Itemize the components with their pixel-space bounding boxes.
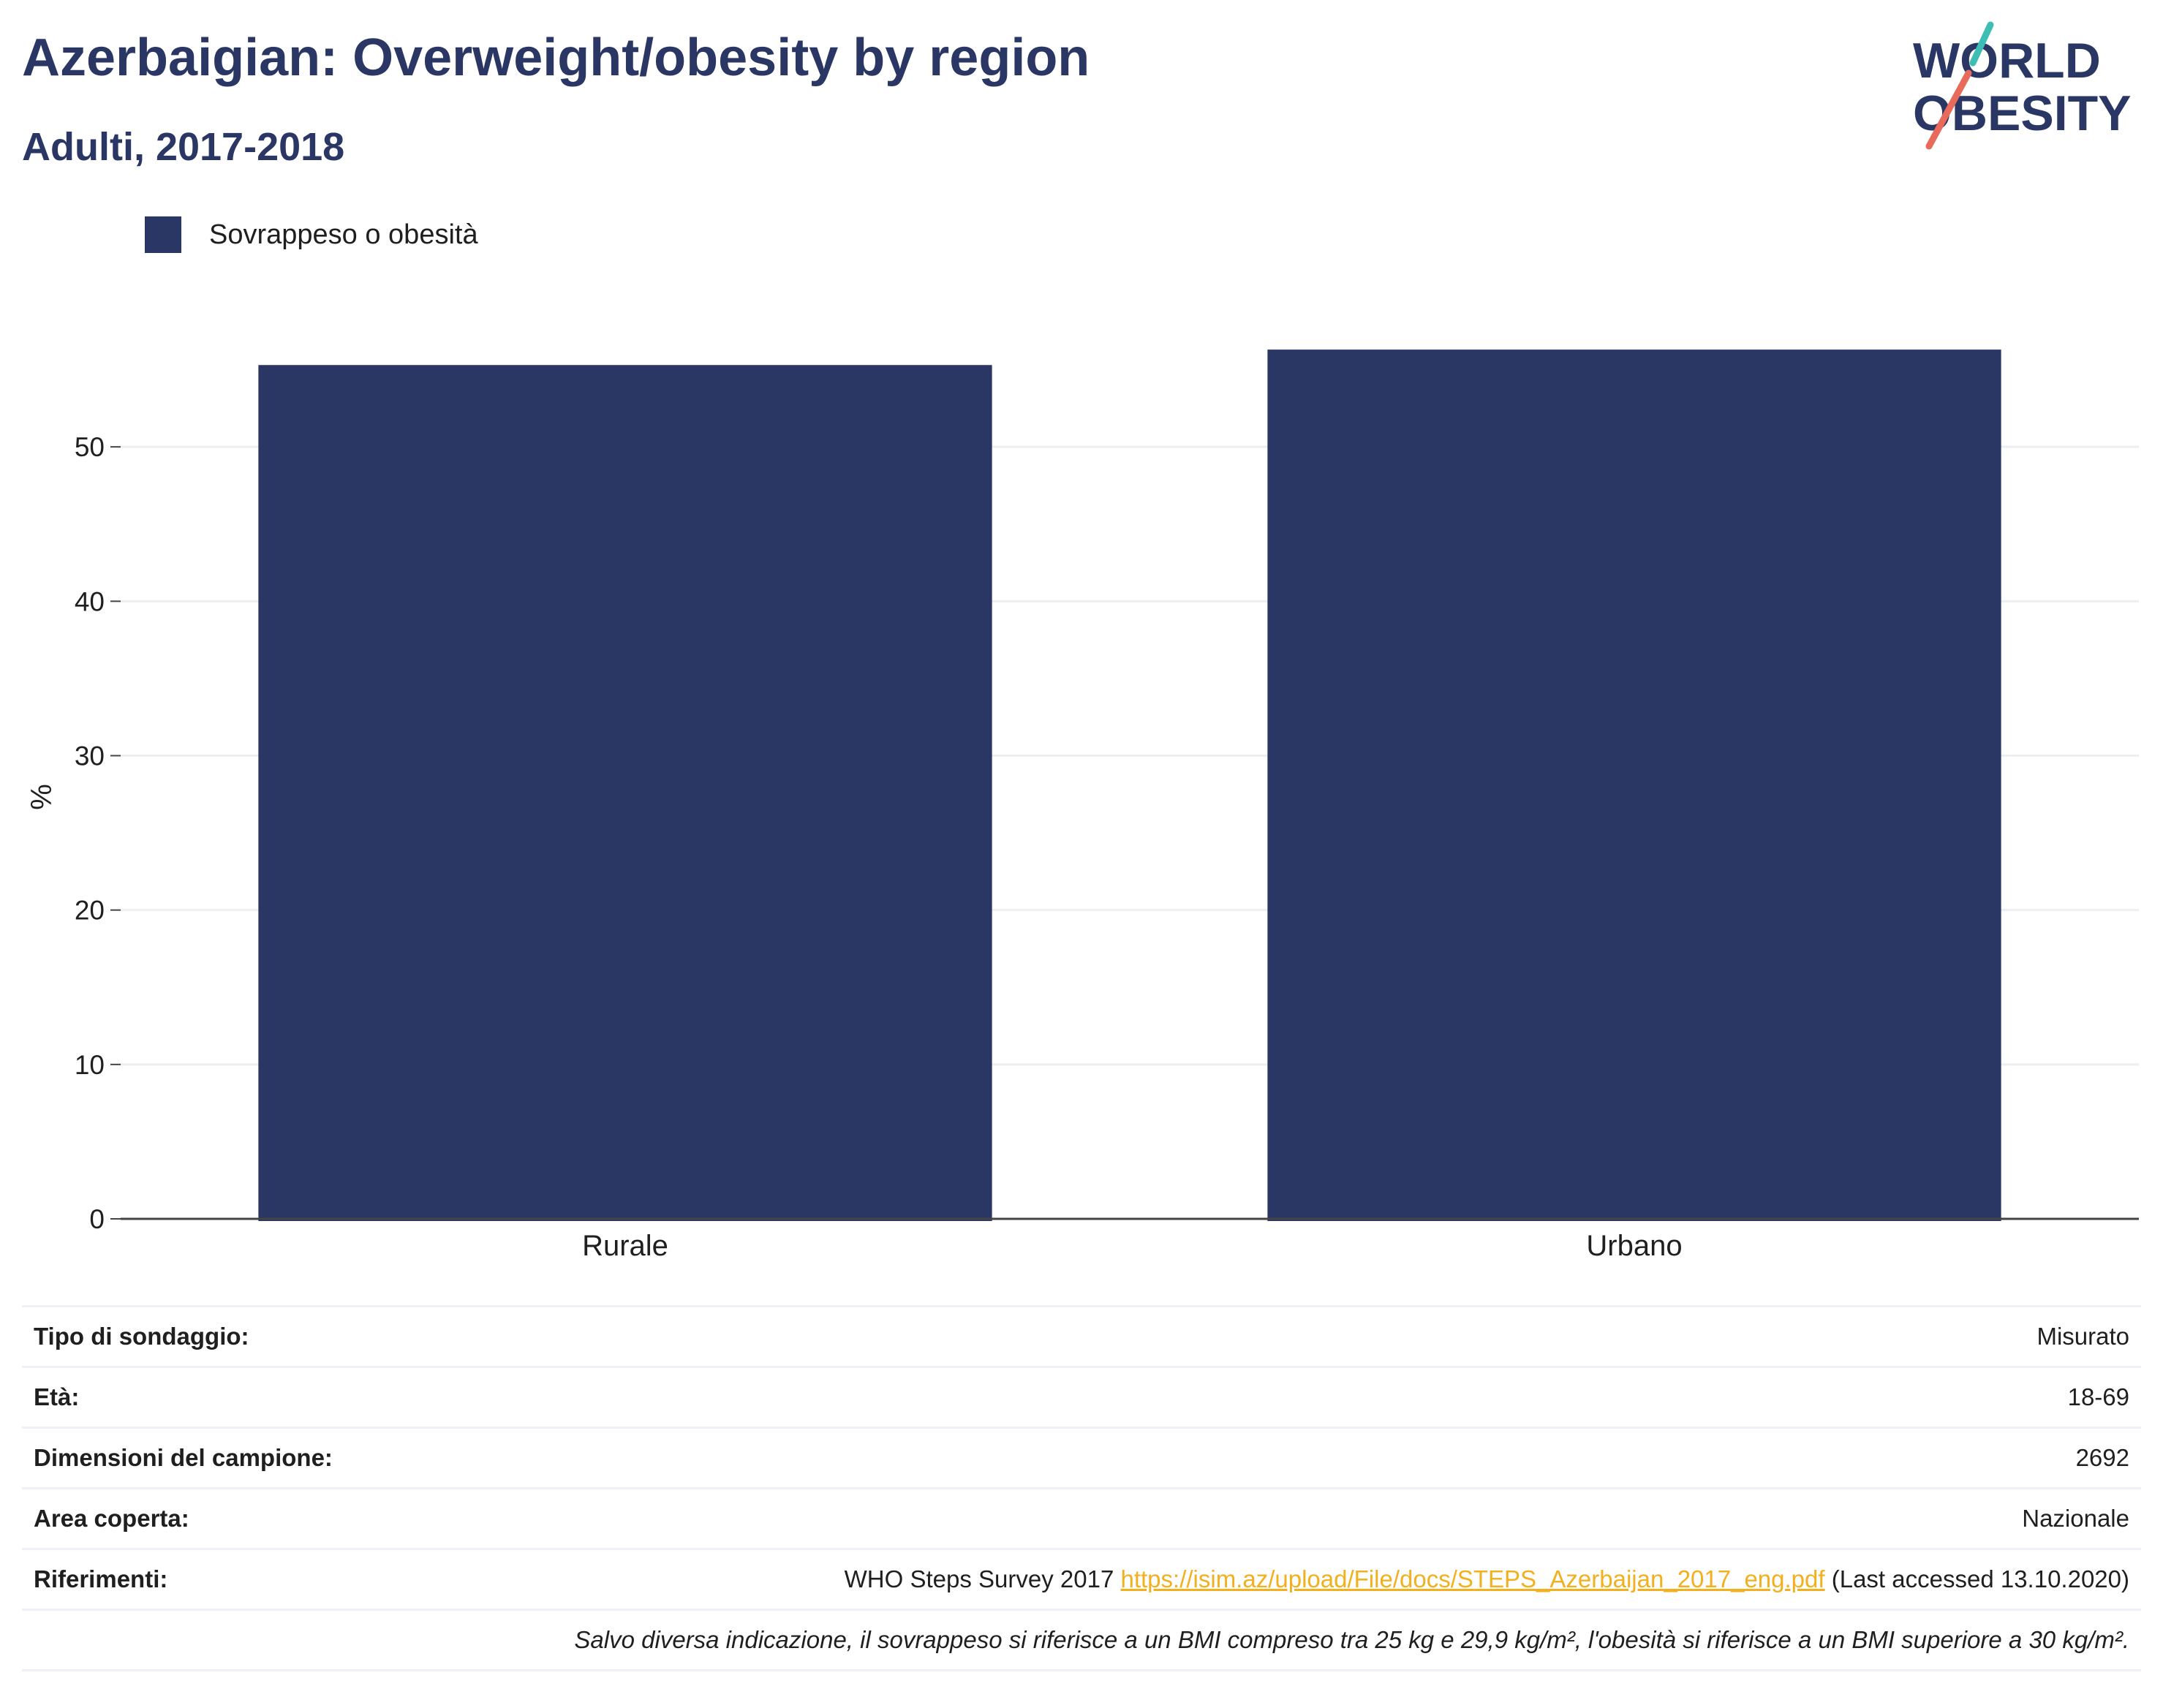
y-tick-label: 50 bbox=[75, 432, 105, 462]
legend-swatch bbox=[145, 216, 181, 253]
bar-chart: 0 10 20 30 40 50 Rurale Urbano % bbox=[26, 349, 2139, 1262]
x-tick-label: Urbano bbox=[1586, 1230, 1682, 1262]
bars bbox=[258, 349, 2001, 1222]
info-row: Età: 18-69 bbox=[22, 1368, 2141, 1429]
reference-value: WHO Steps Survey 2017 https://isim.az/up… bbox=[845, 1565, 2129, 1593]
x-tick-label: Rurale bbox=[582, 1230, 668, 1262]
y-tick-label: 40 bbox=[75, 586, 105, 616]
bar-rurale bbox=[258, 365, 992, 1222]
bar-urbano bbox=[1267, 349, 2001, 1222]
reference-prefix: WHO Steps Survey 2017 bbox=[844, 1565, 1121, 1592]
info-key: Area coperta: bbox=[34, 1505, 189, 1532]
reference-key: Riferimenti: bbox=[34, 1565, 168, 1592]
page-subtitle: Adulti, 2017-2018 bbox=[22, 125, 345, 169]
info-value: 2692 bbox=[2075, 1444, 2129, 1471]
info-value: 18-69 bbox=[2067, 1383, 2129, 1410]
chart-legend: Sovrappeso o obesità bbox=[145, 216, 478, 253]
logo-slash-teal bbox=[1969, 21, 1994, 67]
info-key: Dimensioni del campione: bbox=[34, 1444, 333, 1471]
bmi-note: Salvo diversa indicazione, il sovrappeso… bbox=[574, 1626, 2129, 1653]
bmi-note-row: Salvo diversa indicazione, il sovrappeso… bbox=[22, 1611, 2141, 1671]
info-table: Tipo di sondaggio: Misurato Età: 18-69 Dimen… bbox=[22, 1305, 2141, 1671]
reference-row: Riferimenti: WHO Steps Survey 2017 https… bbox=[22, 1550, 2141, 1611]
y-tick-label: 0 bbox=[89, 1204, 105, 1234]
logo-slash-coral bbox=[1925, 69, 1972, 150]
info-key: Età: bbox=[34, 1383, 80, 1410]
y-tick-label: 20 bbox=[75, 896, 105, 926]
y-tick-label: 10 bbox=[75, 1050, 105, 1080]
info-row: Dimensioni del campione: 2692 bbox=[22, 1429, 2141, 1489]
reference-link[interactable]: https://isim.az/upload/File/docs/STEPS_A… bbox=[1120, 1565, 1825, 1592]
axes: 0 10 20 30 40 50 Rurale Urbano bbox=[75, 432, 2139, 1262]
world-obesity-logo: WORLD OBESITY bbox=[1913, 21, 2132, 150]
info-row: Area coperta: Nazionale bbox=[22, 1489, 2141, 1550]
y-tick-label: 30 bbox=[75, 741, 105, 771]
reference-suffix: (Last accessed 13.10.2020) bbox=[1824, 1565, 2129, 1592]
y-axis-title: % bbox=[26, 784, 58, 810]
page-title: Azerbaigian: Overweight/obesity by regio… bbox=[22, 29, 1090, 87]
info-value: Misurato bbox=[2036, 1323, 2129, 1350]
legend-label: Sovrappeso o obesità bbox=[209, 219, 478, 250]
info-value: Nazionale bbox=[2022, 1505, 2129, 1532]
info-row: Tipo di sondaggio: Misurato bbox=[22, 1307, 2141, 1368]
info-key: Tipo di sondaggio: bbox=[34, 1323, 249, 1350]
logo-text-world: WORLD bbox=[1913, 33, 2101, 88]
